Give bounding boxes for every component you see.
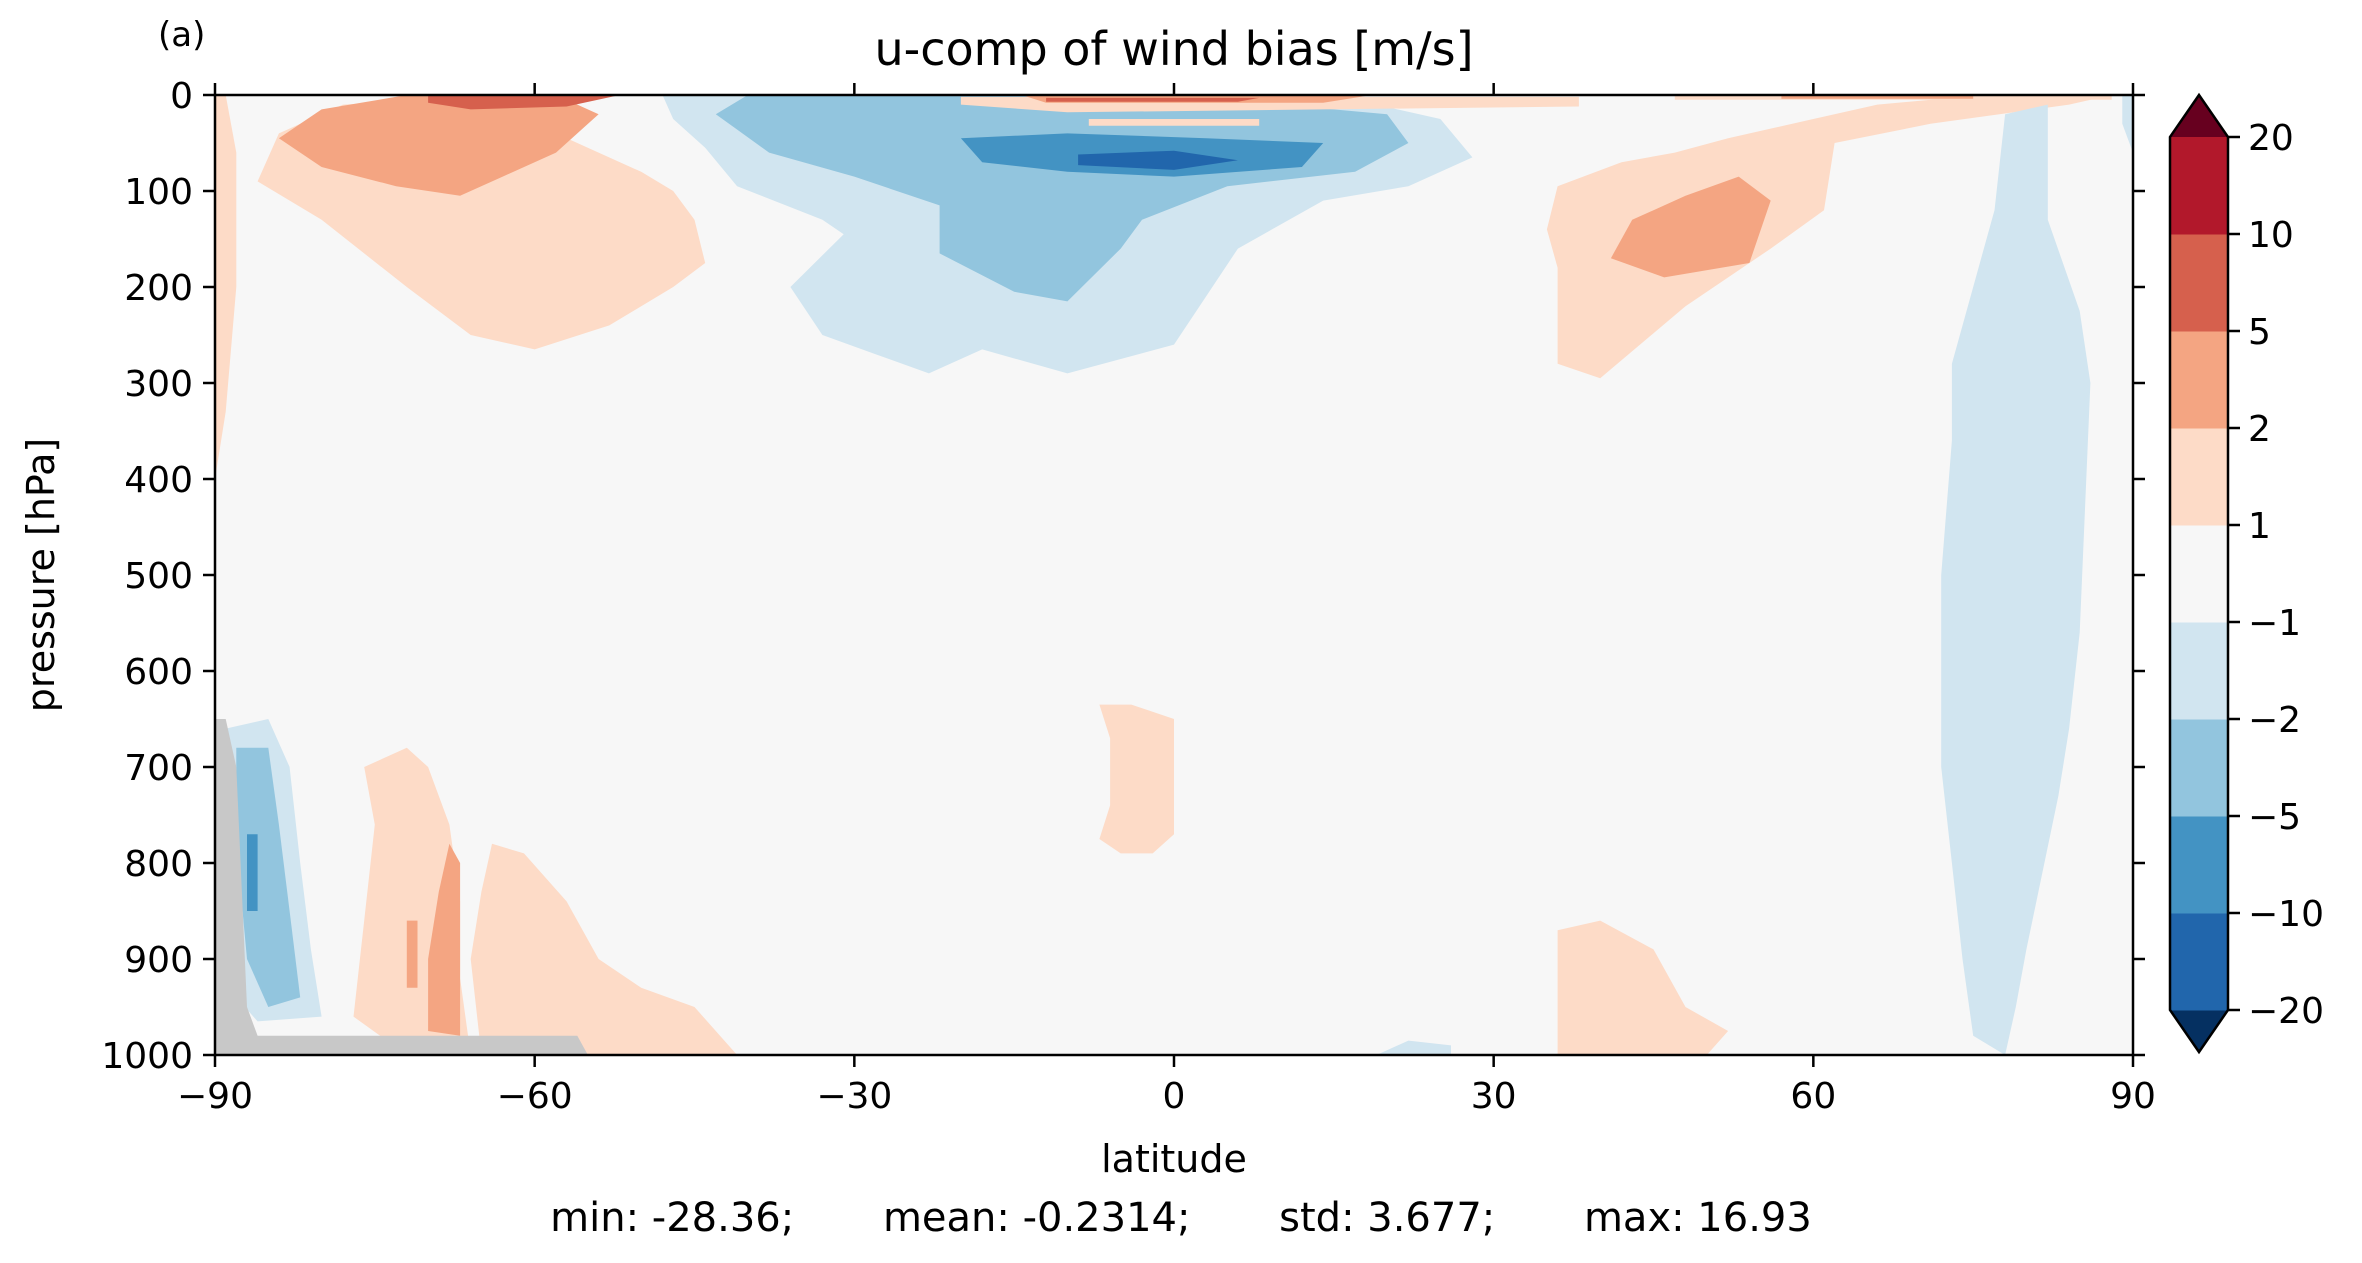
contour-nh-upper-weak-positive [1546, 95, 2112, 379]
colorbar-tick-label: 10 [2248, 215, 2294, 256]
x-tick-label: −90 [177, 1076, 253, 1117]
y-tick-label: 800 [124, 844, 193, 885]
y-tick-label: 100 [124, 172, 193, 213]
colorbar-swatch [2170, 428, 2228, 526]
contour-lowlevel-sh-moderate-positive [428, 843, 461, 1036]
colorbar-tick-label: −1 [2248, 603, 2301, 644]
stat-min: min: -28.36; [550, 1195, 795, 1241]
colorbar-tick-label: 5 [2248, 312, 2271, 353]
colorbar-tick-label: 1 [2248, 506, 2271, 547]
contour-equatorial-upper-strong-positive [1046, 97, 1260, 102]
contour-upper-left-moderate-positive [278, 95, 599, 196]
x-axis: −90 −60 −30 0 30 60 90 [177, 83, 2156, 1117]
colorbar-swatch [2170, 331, 2228, 429]
colorbar-tick-label: 20 [2248, 118, 2294, 159]
statistics-line: min: -28.36; mean: -0.2314; std: 3.677; … [0, 1195, 2362, 1241]
colorbar-tick-label: −2 [2248, 700, 2301, 741]
y-tick-label: 700 [124, 748, 193, 789]
stat-std: std: 3.677; [1279, 1195, 1496, 1241]
contour-lowlevel-midlat-weak-positive [470, 843, 738, 1055]
plot-area [213, 93, 2135, 1057]
x-tick-label: 60 [1790, 1076, 1836, 1117]
contour-nh-pole-edge-negative [2122, 95, 2133, 153]
contour-lowlevel-sh-strong-negative [247, 834, 258, 911]
colorbar-swatch [2170, 816, 2228, 914]
contour-nh-upper-moderate-positive [1610, 176, 1771, 278]
panel-label: (a) [158, 15, 205, 55]
y-axis: 0 100 200 300 400 500 600 700 800 900 1000 [101, 76, 2145, 1077]
contour-upper-left-strong-positive [428, 95, 620, 110]
colorbar-tick-label: −5 [2248, 797, 2301, 838]
stat-max: max: 16.93 [1583, 1195, 1812, 1241]
contour-equatorial-upper-band-positive [1088, 119, 1260, 126]
y-tick-label: 400 [124, 460, 193, 501]
y-tick-label: 900 [124, 940, 193, 981]
contour-tropical-upper-very-strong-negative [1078, 150, 1238, 170]
y-tick-label: 0 [170, 76, 193, 117]
x-tick-label: −30 [816, 1076, 892, 1117]
colorbar-tick-label: −10 [2248, 894, 2324, 935]
colorbar-swatch [2170, 622, 2228, 720]
colorbar-tick-label: −20 [2248, 991, 2324, 1032]
y-tick-label: 1000 [101, 1036, 193, 1077]
y-tick-label: 500 [124, 556, 193, 597]
colorbar-extend-bottom [2170, 1010, 2228, 1052]
y-tick-label: 300 [124, 364, 193, 405]
colorbar-swatch [2170, 525, 2228, 623]
chart-title: u-comp of wind bias [m/s] [874, 22, 1473, 76]
contour-lowlevel-sh-moderate-positive-2 [406, 920, 418, 988]
colorbar-tick-label: 2 [2248, 409, 2271, 450]
contour-nh-pole-weak-negative [1941, 104, 2091, 1056]
x-tick-label: 30 [1471, 1076, 1517, 1117]
y-tick-label: 600 [124, 652, 193, 693]
x-tick-label: −60 [497, 1076, 573, 1117]
contour-nh-lowlevel-negative-blob [1376, 1040, 1451, 1055]
y-axis-label: pressure [hPa] [19, 438, 63, 712]
mask-antarctic-topography [215, 719, 588, 1055]
colorbar-swatch [2170, 913, 2228, 1011]
colorbar-swatch [2170, 137, 2228, 235]
colorbar: −20 −10 −5 −2 −1 1 2 5 10 20 [2168, 92, 2324, 1055]
contour-pole-left-strip-positive [215, 95, 237, 479]
masked-regions [215, 719, 588, 1055]
y-tick-label: 200 [124, 268, 193, 309]
contour-equatorial-lowlevel-positive [1099, 704, 1174, 854]
colorbar-swatch [2170, 719, 2228, 817]
x-tick-label: 90 [2110, 1076, 2156, 1117]
colorbar-extend-top [2170, 95, 2228, 137]
stat-mean: mean: -0.2314; [882, 1195, 1191, 1241]
contour-regions [215, 95, 2133, 1056]
contour-nh-lowlevel-weak-positive [1557, 920, 1729, 1055]
contour-lowlevel-sh-moderate-negative [236, 747, 301, 1007]
colorbar-swatch [2170, 234, 2228, 332]
x-axis-label: latitude [1101, 1137, 1247, 1181]
x-tick-label: 0 [1163, 1076, 1186, 1117]
